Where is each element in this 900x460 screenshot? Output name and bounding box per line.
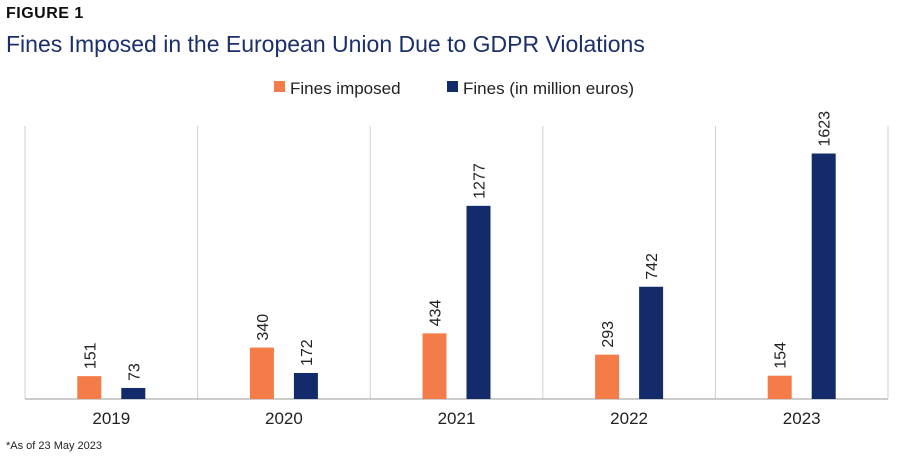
legend: Fines imposed Fines (in million euros) [274, 79, 634, 98]
bar-fines-million-2023 [811, 153, 836, 399]
data-label-fines-imposed-2021: 434 [428, 300, 445, 327]
data-label-fines-imposed-2023: 154 [773, 342, 790, 369]
legend-swatch-fines-imposed [274, 81, 285, 92]
bar-fines-imposed-2022 [595, 354, 620, 399]
legend-label-fines-million: Fines (in million euros) [463, 79, 634, 98]
bar-fines-imposed-2019 [77, 376, 102, 399]
chart-title: Fines Imposed in the European Union Due … [6, 31, 645, 57]
legend-swatch-fines-million [447, 81, 458, 92]
bar-fines-million-2020 [293, 372, 318, 399]
data-label-fines-million-2019: 73 [126, 363, 143, 381]
x-tick-label-2021: 2021 [438, 409, 476, 428]
figure-label: FIGURE 1 [6, 5, 84, 22]
data-label-fines-imposed-2022: 293 [600, 321, 617, 348]
data-label-fines-million-2022: 742 [644, 253, 661, 280]
legend-label-fines-imposed: Fines imposed [290, 79, 401, 98]
plot-area: 151 73 2019 340 172 2020 434 1277 2021 293 742 2022… [24, 111, 889, 428]
bar-fines-imposed-2021 [422, 333, 447, 399]
x-tick-label-2022: 2022 [610, 409, 648, 428]
footnote: *As of 23 May 2023 [6, 440, 103, 452]
data-label-fines-imposed-2019: 151 [82, 342, 99, 369]
bar-fines-imposed-2023 [767, 375, 792, 399]
bar-fines-million-2021 [466, 205, 491, 399]
x-tick-label-2020: 2020 [265, 409, 303, 428]
bar-chart: Fines imposed Fines (in million euros) 1… [24, 79, 889, 428]
data-label-fines-million-2020: 172 [299, 339, 316, 366]
bar-fines-million-2022 [639, 286, 664, 399]
bar-fines-imposed-2020 [249, 347, 274, 399]
bar-fines-million-2019 [121, 387, 146, 399]
data-label-fines-imposed-2020: 340 [255, 314, 272, 341]
x-tick-label-2019: 2019 [92, 409, 130, 428]
data-label-fines-million-2021: 1277 [472, 163, 489, 199]
data-label-fines-million-2023: 1623 [817, 111, 834, 147]
x-tick-label-2023: 2023 [783, 409, 821, 428]
